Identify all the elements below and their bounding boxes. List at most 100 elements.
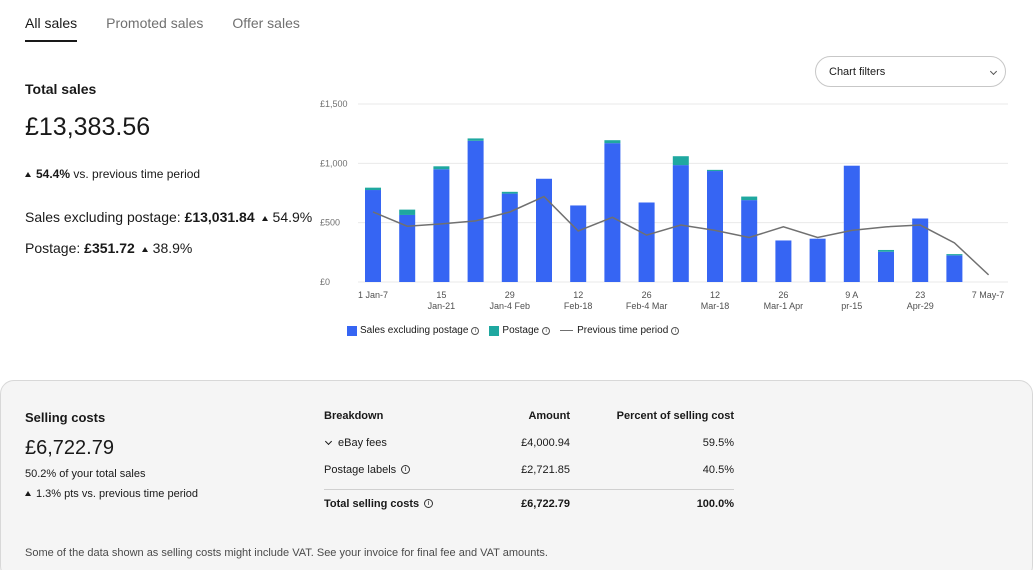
sales-excl-value: £13,031.84 xyxy=(184,209,255,225)
row-postage-labels-amount: £2,721.85 xyxy=(521,464,570,476)
postage-delta: 38.9% xyxy=(152,240,193,256)
postage-summary: Postage: £351.72 38.9% xyxy=(25,240,192,256)
x-tick-label: 7 May-7 xyxy=(972,290,1005,300)
row-total: Total selling costs i xyxy=(324,498,434,510)
sales-excl-delta: 54.9% xyxy=(272,209,313,225)
row-ebay-fees-amount: £4,000.94 xyxy=(521,437,570,449)
selling-costs-delta-pts: 1.3% pts xyxy=(36,488,79,500)
x-tick-label: 1 Jan-7 xyxy=(358,290,388,300)
legend-label-postage: Postage xyxy=(502,325,540,336)
delta-percent: 54.4% xyxy=(36,167,71,181)
bar-postage xyxy=(672,156,689,166)
bar-sales xyxy=(843,165,860,282)
bar-postage xyxy=(399,209,416,215)
x-tick-label: Apr-29 xyxy=(907,301,934,311)
bar-postage xyxy=(433,166,450,170)
bar-postage xyxy=(365,187,381,191)
up-triangle-icon xyxy=(25,491,31,496)
row-label: eBay fees xyxy=(338,437,387,449)
chart-filters-label: Chart filters xyxy=(829,66,886,78)
bar-sales xyxy=(399,214,416,282)
bar-sales xyxy=(467,140,484,282)
postage-label: Postage: xyxy=(25,240,81,256)
bar-sales xyxy=(809,238,826,282)
y-tick-label: £0 xyxy=(320,277,330,287)
bar-sales xyxy=(536,178,552,282)
y-tick-label: £1,000 xyxy=(320,158,348,168)
table-divider xyxy=(324,489,734,490)
selling-costs-delta: 1.3% pts vs. previous time period xyxy=(25,488,198,500)
bar-sales xyxy=(775,240,792,282)
x-tick-label: 12 xyxy=(573,290,583,300)
bar-postage xyxy=(501,191,518,194)
legend-swatch-postage xyxy=(489,325,500,336)
bar-postage xyxy=(946,254,963,256)
x-tick-label: Jan-4 Feb xyxy=(490,301,531,311)
x-tick-label: Mar-18 xyxy=(701,301,730,311)
legend-label-previous: Previous time period xyxy=(577,325,669,336)
bar-sales xyxy=(946,255,963,282)
total-sales-delta: 54.4% vs. previous time period xyxy=(25,167,200,181)
bar-postage xyxy=(878,249,894,252)
row-postage-labels: Postage labels i xyxy=(324,464,411,476)
up-triangle-icon xyxy=(261,216,268,221)
sales-tabs: All sales Promoted sales Offer sales xyxy=(25,0,329,44)
chevron-down-icon xyxy=(324,437,333,446)
row-ebay-fees-percent: 59.5% xyxy=(702,437,734,449)
selling-costs-title: Selling costs xyxy=(25,410,106,425)
row-label: Total selling costs xyxy=(324,498,420,510)
x-tick-label: 9 A xyxy=(845,290,858,300)
delta-text: vs. previous time period xyxy=(73,167,201,181)
selling-costs-delta-text: vs. previous time period xyxy=(81,488,199,500)
total-sales-title: Total sales xyxy=(25,81,97,97)
tab-offer-sales[interactable]: Offer sales xyxy=(232,15,300,31)
legend-item-sales[interactable]: Sales excluding postage i xyxy=(347,325,480,336)
y-tick-label: £1,500 xyxy=(320,99,348,109)
bar-sales xyxy=(501,193,518,282)
x-tick-label: Feb-18 xyxy=(564,301,593,311)
info-icon[interactable]: i xyxy=(471,326,480,335)
x-tick-label: Jan-21 xyxy=(428,301,456,311)
bar-sales xyxy=(707,171,723,282)
legend-item-postage[interactable]: Postage i xyxy=(489,325,551,336)
bar-sales xyxy=(365,190,381,282)
x-tick-label: Mar-1 Apr xyxy=(764,301,804,311)
sales-excluding-postage-summary: Sales excluding postage: £13,031.84 54.9… xyxy=(25,209,312,225)
row-total-percent: 100.0% xyxy=(696,498,734,510)
bar-sales xyxy=(741,200,758,282)
chart-legend: Sales excluding postage i Postage i Prev… xyxy=(347,325,689,336)
selling-costs-percent: 50.2% of your total sales xyxy=(25,468,146,480)
row-postage-labels-percent: 40.5% xyxy=(702,464,734,476)
info-icon[interactable]: i xyxy=(401,465,411,474)
line-previous-period xyxy=(372,195,990,276)
up-triangle-icon xyxy=(141,247,148,252)
bar-sales xyxy=(638,202,655,282)
x-tick-label: 26 xyxy=(778,290,788,300)
info-icon[interactable]: i xyxy=(671,326,680,335)
selling-costs-value: £6,722.79 xyxy=(25,437,114,459)
x-tick-label: pr-15 xyxy=(841,301,862,311)
y-tick-label: £500 xyxy=(320,218,340,228)
info-icon[interactable]: i xyxy=(542,326,551,335)
x-tick-label: Feb-4 Mar xyxy=(626,301,668,311)
vat-footnote: Some of the data shown as selling costs … xyxy=(25,547,548,559)
bar-postage xyxy=(604,140,621,144)
bar-sales xyxy=(672,165,689,282)
row-ebay-fees[interactable]: eBay fees xyxy=(324,437,387,449)
bar-sales xyxy=(912,218,929,282)
up-triangle-icon xyxy=(25,172,31,177)
header-breakdown: Breakdown xyxy=(324,410,384,422)
legend-item-previous[interactable]: Previous time period i xyxy=(560,325,680,336)
row-label: Postage labels xyxy=(324,464,397,476)
postage-value: £351.72 xyxy=(84,240,135,256)
total-sales-value: £13,383.56 xyxy=(25,113,151,141)
info-icon[interactable]: i xyxy=(424,499,434,508)
x-tick-label: 29 xyxy=(505,290,515,300)
bar-postage xyxy=(467,138,484,141)
bar-sales xyxy=(604,143,621,282)
chart-filters-dropdown[interactable]: Chart filters xyxy=(815,56,1006,87)
tab-all-sales[interactable]: All sales xyxy=(25,0,78,42)
x-tick-label: 23 xyxy=(915,290,925,300)
tab-promoted-sales[interactable]: Promoted sales xyxy=(106,15,204,31)
